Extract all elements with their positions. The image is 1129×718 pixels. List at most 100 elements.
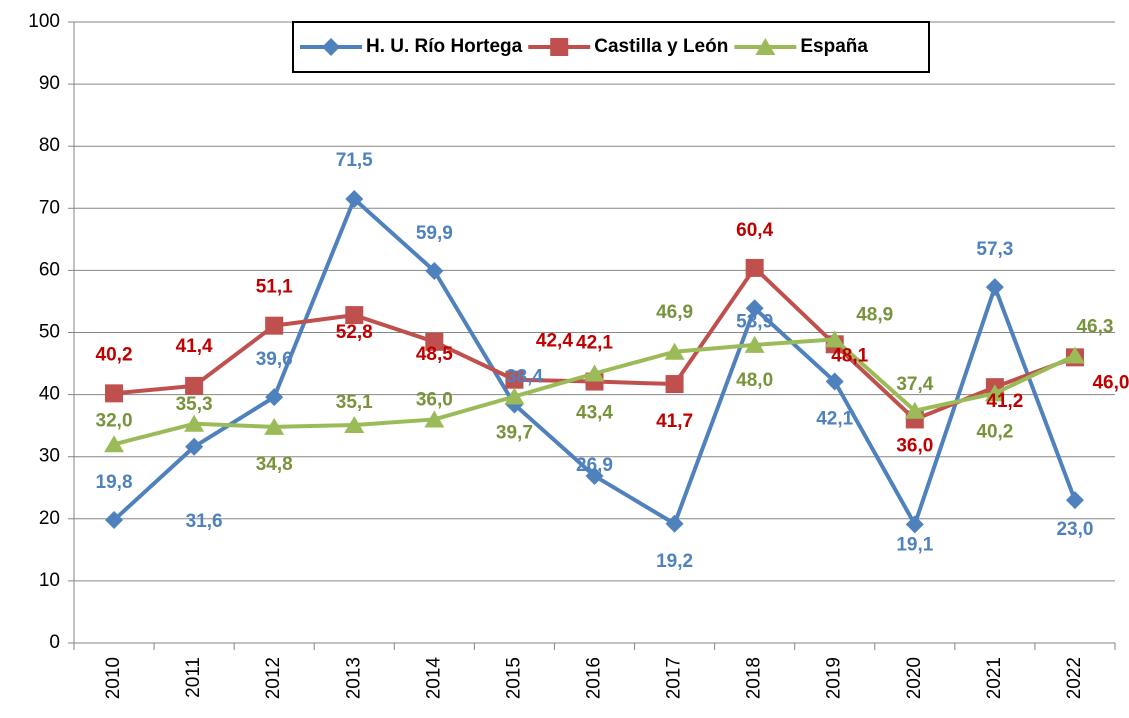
marker (665, 375, 684, 394)
data-label: 26,9 (576, 455, 613, 476)
legend-marker (755, 38, 776, 55)
data-label: 52,8 (336, 322, 373, 343)
x-tick-label: 2010 (103, 657, 124, 699)
legend-marker (322, 38, 340, 56)
x-tick-label: 2014 (423, 657, 444, 700)
marker (984, 384, 1005, 402)
marker (105, 384, 124, 403)
data-label: 46,3 (1076, 316, 1113, 337)
x-tick-label: 2021 (984, 657, 1005, 699)
marker (345, 306, 364, 325)
data-label: 37,4 (896, 374, 933, 395)
marker (425, 332, 444, 351)
marker (185, 376, 204, 395)
data-label: 41,4 (176, 336, 213, 357)
x-tick-label: 2020 (904, 657, 925, 699)
data-label: 36,0 (416, 389, 453, 410)
x-tick-label: 2022 (1064, 657, 1085, 699)
y-tick-label: 50 (39, 322, 60, 343)
data-label: 23,0 (1056, 519, 1093, 540)
y-tick-label: 40 (39, 384, 60, 405)
data-label: 40,2 (96, 344, 133, 365)
x-tick-label: 2011 (183, 657, 204, 698)
data-label: 42,1 (576, 333, 613, 354)
x-tick-label: 2015 (503, 657, 524, 699)
data-label: 46,0 (1092, 372, 1129, 393)
y-tick-label: 20 (39, 508, 60, 529)
x-tick-label: 2018 (744, 657, 765, 699)
legend-label: España (800, 36, 868, 57)
data-label: 60,4 (736, 220, 773, 241)
data-label: 32,0 (96, 410, 133, 431)
data-label: 19,2 (656, 551, 693, 572)
marker (344, 416, 365, 434)
data-label: 40,2 (976, 421, 1013, 442)
x-tick-label: 2016 (584, 657, 605, 699)
marker (1065, 491, 1084, 510)
marker (1064, 346, 1085, 364)
marker (985, 278, 1004, 297)
marker (504, 387, 525, 405)
marker (264, 417, 285, 435)
marker (825, 372, 844, 391)
data-label: 35,1 (336, 392, 373, 413)
y-tick-label: 60 (39, 259, 60, 280)
data-label: 38,4 (506, 367, 543, 388)
data-label: 34,8 (256, 454, 293, 475)
data-label: 36,0 (896, 435, 933, 456)
marker (904, 401, 925, 419)
y-tick-label: 70 (39, 197, 60, 218)
marker (425, 262, 444, 281)
data-label: 39,7 (496, 422, 533, 443)
y-tick-label: 0 (49, 632, 60, 653)
y-tick-label: 100 (28, 11, 60, 32)
marker (505, 370, 524, 389)
data-label: 48,5 (416, 344, 453, 365)
data-label: 53,9 (736, 311, 773, 332)
data-label: 46,9 (656, 302, 693, 323)
legend-marker (550, 38, 569, 56)
marker (345, 189, 364, 208)
marker (744, 335, 765, 353)
legend-box (292, 21, 930, 73)
legend: H. U. Río Hortega Castilla y León España (292, 21, 930, 73)
marker (265, 388, 284, 407)
marker (905, 515, 924, 534)
marker (104, 435, 125, 453)
data-label: 35,3 (176, 394, 213, 415)
y-tick-label: 90 (39, 73, 60, 94)
data-label: 19,8 (96, 472, 133, 493)
data-label: 48,1 (831, 345, 868, 366)
x-tick-label: 2017 (664, 657, 685, 699)
x-tick-label: 2013 (343, 657, 364, 699)
data-label: 41,2 (986, 391, 1023, 412)
marker (745, 299, 764, 318)
data-label: 31,6 (186, 511, 223, 532)
x-tick-label: 2019 (824, 657, 845, 699)
data-label: 57,3 (976, 239, 1013, 260)
marker (185, 437, 204, 456)
marker (585, 466, 604, 485)
y-tick-label: 10 (39, 570, 60, 591)
data-label: 48,0 (736, 370, 773, 391)
marker (824, 330, 845, 348)
marker (665, 514, 684, 533)
legend-label: Castilla y León (594, 36, 728, 57)
marker (265, 316, 284, 335)
marker (745, 258, 764, 277)
data-label: 59,9 (416, 223, 453, 244)
marker (584, 364, 605, 382)
y-tick-label: 30 (39, 446, 60, 467)
data-label: 43,4 (576, 403, 613, 424)
marker (184, 414, 205, 432)
legend-label: H. U. Río Hortega (366, 36, 523, 57)
data-label: 48,9 (856, 304, 893, 325)
data-label: 51,1 (256, 277, 293, 298)
marker (424, 410, 445, 428)
x-tick-label: 2012 (263, 657, 284, 699)
marker (664, 342, 685, 360)
marker (105, 511, 124, 530)
data-label: 42,4 (536, 331, 573, 352)
